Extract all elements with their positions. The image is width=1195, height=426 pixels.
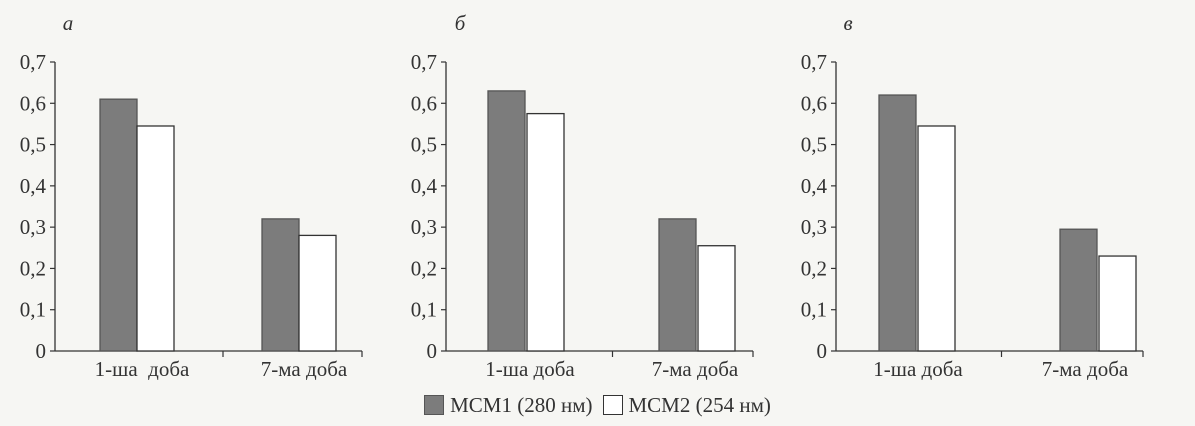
x-tick-label: 7-ма доба xyxy=(652,357,739,381)
bar-mcm2-2 xyxy=(697,245,736,352)
bar-mcm1-1 xyxy=(487,90,526,352)
y-tick-label: 0,6 xyxy=(411,91,437,115)
y-tick-label: 0,1 xyxy=(20,298,46,322)
y-tick-label: 0,5 xyxy=(801,133,827,157)
bar-mcm1-1 xyxy=(878,94,917,352)
y-tick-label: 0,2 xyxy=(20,256,46,280)
y-tick-label: 0 xyxy=(36,339,47,363)
bar-mcm2-1 xyxy=(526,112,565,352)
y-tick-label: 0,7 xyxy=(20,50,46,74)
bar-mcm2-1 xyxy=(917,125,956,352)
y-tick-label: 0,6 xyxy=(801,91,827,115)
legend-label-mcm1: МСМ1 (280 нм) xyxy=(450,392,593,417)
y-tick-label: 0,3 xyxy=(411,215,437,239)
y-tick-label: 0,2 xyxy=(801,256,827,280)
y-tick-label: 0,2 xyxy=(411,256,437,280)
x-tick-label: 7-ма доба xyxy=(1042,357,1129,381)
panel-label: в xyxy=(843,11,852,35)
x-tick-label: 1-ша доба xyxy=(95,357,190,381)
legend: МСМ1 (280 нм) МСМ2 (254 нм) xyxy=(0,388,1195,422)
y-tick-label: 0,3 xyxy=(20,215,46,239)
bar-mcm2-2 xyxy=(1098,255,1137,352)
legend-item-mcm2: МСМ2 (254 нм) xyxy=(602,392,771,418)
chart-panel-1: а 0 0,1 0,2 0,3 0,4 0,5 0,6 0,7 1-ша доба 7-ма доб… xyxy=(20,11,363,381)
y-tick-label: 0 xyxy=(817,339,828,363)
chart-panel-3: в 0 0,1 0,2 0,3 0,4 0,5 0,6 0,7 1-ша доба 7-ма доб… xyxy=(801,11,1144,381)
bar-mcm2-1 xyxy=(136,125,175,352)
x-tick-label: 1-ша доба xyxy=(873,357,963,381)
y-tick-label: 0,4 xyxy=(801,174,828,198)
bar-mcm1-2 xyxy=(261,218,300,352)
y-tick-label: 0,1 xyxy=(411,298,437,322)
y-tick-label: 0,7 xyxy=(801,50,827,74)
legend-item-mcm1: МСМ1 (280 нм) xyxy=(424,392,593,418)
y-tick-label: 0,5 xyxy=(20,133,46,157)
x-tick-label: 1-ша доба xyxy=(485,357,575,381)
y-tick-label: 0 xyxy=(427,339,438,363)
bar-mcm1-2 xyxy=(1059,228,1098,352)
y-tick-label: 0,3 xyxy=(801,215,827,239)
panel-label: а xyxy=(63,11,74,35)
legend-swatch-mcm2 xyxy=(602,395,623,415)
bar-mcm2-2 xyxy=(298,234,337,352)
chart-panel-2: б 0 0,1 0,2 0,3 0,4 0,5 0,6 0,7 1-ша доба 7-ма доб… xyxy=(411,11,754,381)
y-tick-label: 0,5 xyxy=(411,133,437,157)
x-tick-label: 7-ма доба xyxy=(261,357,348,381)
y-tick-label: 0,4 xyxy=(411,174,438,198)
bar-mcm1-1 xyxy=(99,98,138,352)
legend-swatch-mcm1 xyxy=(424,395,445,415)
legend-label-mcm2: МСМ2 (254 нм) xyxy=(628,392,771,417)
bar-mcm1-2 xyxy=(658,218,697,352)
y-tick-label: 0,4 xyxy=(20,174,47,198)
y-tick-label: 0,6 xyxy=(20,91,46,115)
panel-label: б xyxy=(455,11,467,35)
y-tick-label: 0,1 xyxy=(801,298,827,322)
y-tick-label: 0,7 xyxy=(411,50,437,74)
